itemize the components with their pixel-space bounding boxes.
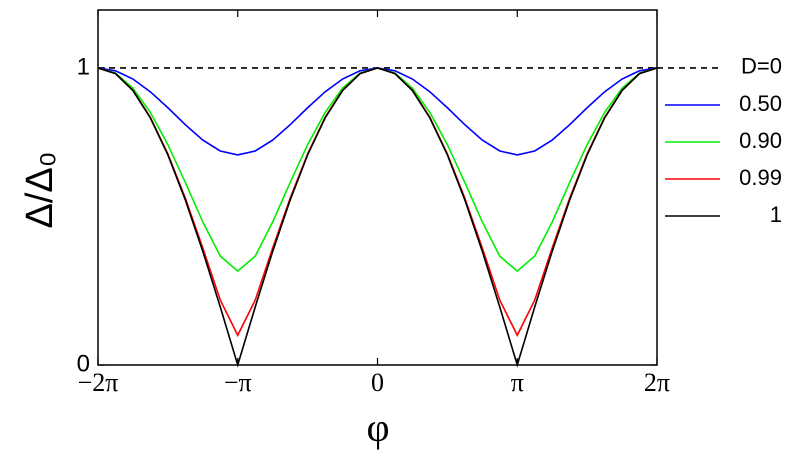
x-tick-label: −π (224, 368, 252, 397)
legend-label: 0.50 (739, 91, 782, 116)
x-tick-label: 2π (644, 368, 670, 397)
series-line (97, 67, 658, 338)
legend-label: 0.99 (739, 165, 782, 190)
legend-label: 1 (770, 202, 782, 227)
legend-label: D=0 (741, 54, 782, 79)
y-tick-label: 1 (77, 53, 90, 80)
series-line (97, 67, 658, 273)
x-tick-label: 0 (371, 368, 384, 397)
series-line (97, 67, 658, 156)
y-tick-label: 0 (77, 350, 90, 377)
legend-label: 0.90 (739, 128, 782, 153)
x-tick-label: −2π (78, 368, 119, 397)
y-axis-label: Δ/Δ₀ (19, 151, 61, 228)
x-tick-label: π (511, 368, 524, 397)
x-axis-label: φ (366, 405, 389, 450)
series-line (97, 67, 658, 368)
